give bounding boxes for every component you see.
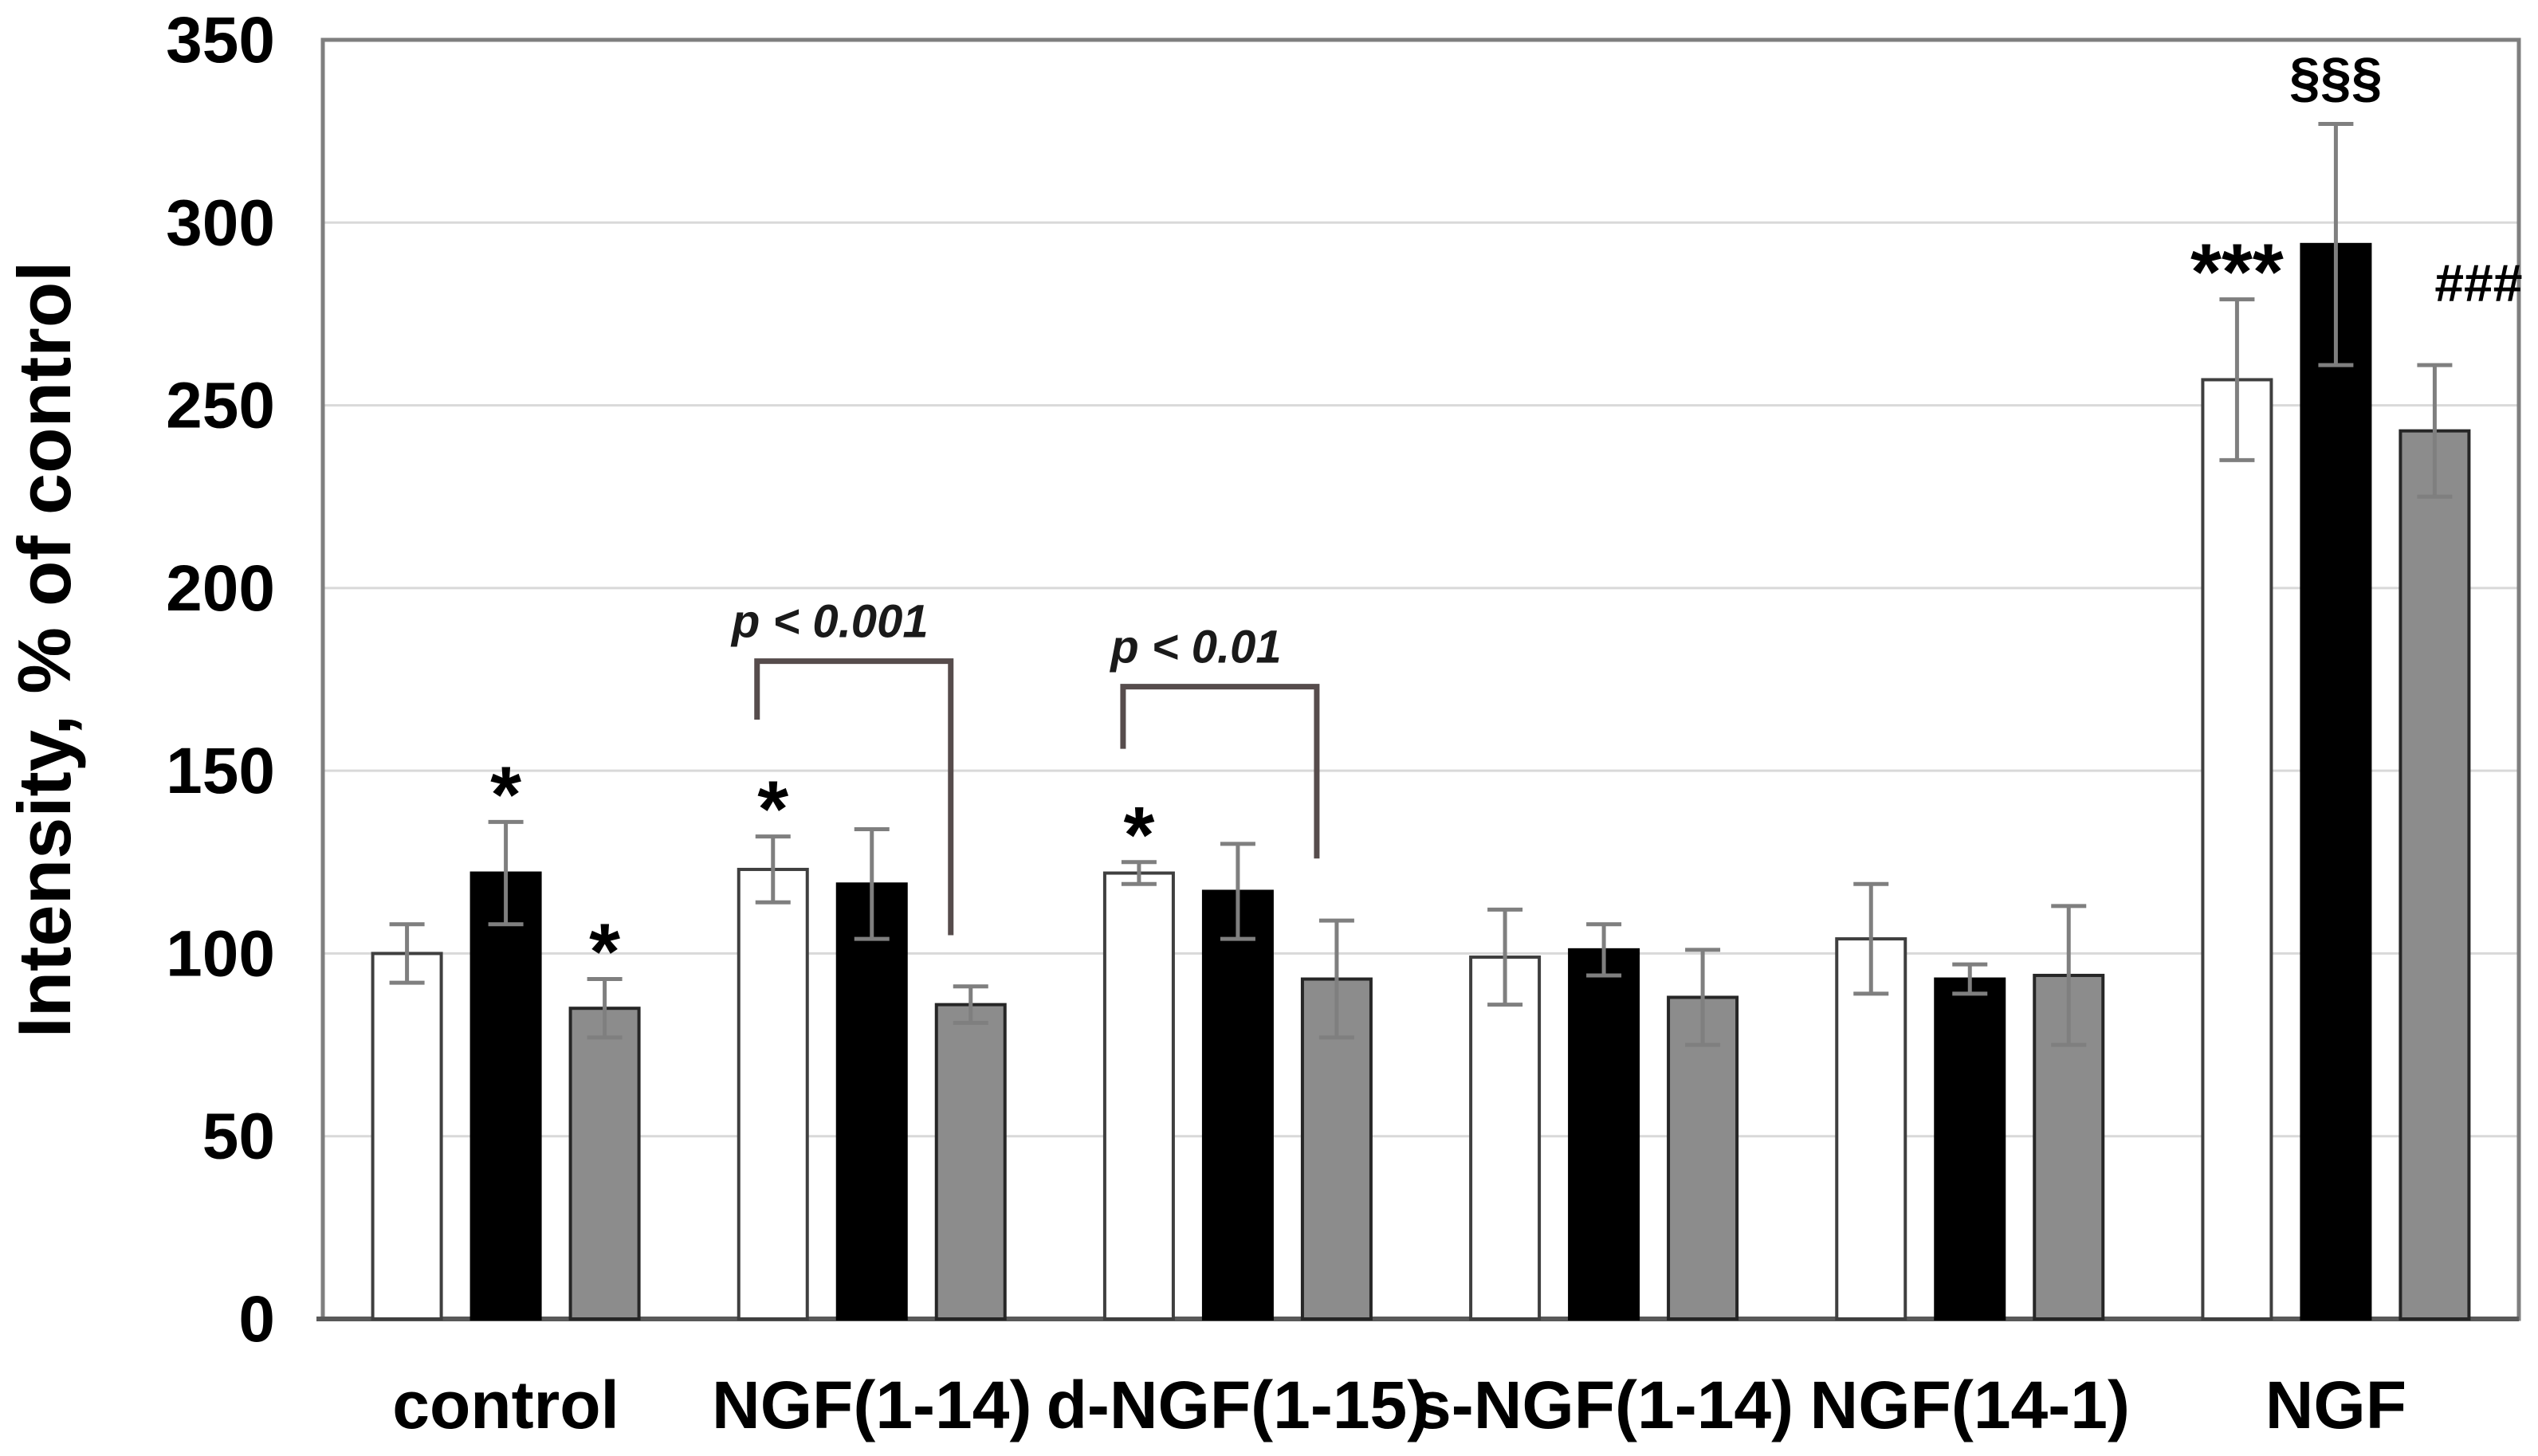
bar-control-gray <box>568 1007 641 1321</box>
y-axis-title: Intensity, % of control <box>2 261 86 1038</box>
errorbar-NGF(14-1)-gray <box>2051 904 2087 1047</box>
bar-NGF-white <box>2201 378 2273 1321</box>
bar-d-NGF(1-15)-black <box>1201 889 1274 1321</box>
errorbar-control-black <box>488 819 524 927</box>
bar-s-NGF(1-14)-black <box>1568 948 1640 1321</box>
mark-control-gray: * <box>589 908 620 997</box>
significance-brackets: p < 0.001 p < 0.01 <box>730 596 1320 936</box>
bracket-label-d-NGF(1-15): p < 0.01 <box>1109 622 1281 673</box>
errorbar-d-NGF(1-15)-black <box>1220 842 1255 941</box>
bar-control-black <box>469 871 542 1321</box>
significance-marks: * *****§§§*### <box>490 45 2522 996</box>
error-bars <box>389 121 2453 1047</box>
bracket-d-NGF(1-15) <box>1120 684 1320 859</box>
category-label-NGF(14-1): NGF(14-1) <box>1810 1368 2130 1442</box>
bar-d-NGF(1-15)-white <box>1102 871 1175 1321</box>
category-label-NGF(1-14): NGF(1-14) <box>712 1368 1031 1442</box>
mark-control-black: * <box>490 750 521 839</box>
errorbar-NGF(1-14)-black <box>854 827 890 941</box>
errorbar-s-NGF(1-14)-white <box>1487 907 1523 1007</box>
ytick-label-250: 250 <box>166 370 275 442</box>
errorbar-s-NGF(1-14)-gray <box>1685 948 1721 1047</box>
ytick-label-200: 200 <box>166 552 275 625</box>
errorbar-d-NGF(1-15)-white <box>1121 860 1157 886</box>
category-label-d-NGF(1-15): d-NGF(1-15) <box>1047 1368 1430 1442</box>
errorbar-NGF-black <box>2318 121 2354 367</box>
mark-NGF(1-14)-white: * <box>757 765 788 854</box>
mark-d-NGF(1-15)-white: * <box>1123 791 1154 880</box>
ytick-label-300: 300 <box>166 186 275 259</box>
errorbar-NGF(14-1)-black <box>1952 962 1988 996</box>
errorbar-s-NGF(1-14)-black <box>1586 922 1622 978</box>
bracket-label-NGF(1-14): p < 0.001 <box>730 596 929 648</box>
bars <box>371 242 2471 1321</box>
bar-NGF(14-1)-white <box>1835 937 1907 1321</box>
mark-NGF-black: §§§ <box>2289 45 2383 108</box>
category-label-control: control <box>392 1368 619 1442</box>
bar-NGF-gray <box>2399 429 2471 1321</box>
errorbar-control-white <box>389 922 425 985</box>
ytick-label-0: 0 <box>238 1283 275 1356</box>
y-axis-tick-labels: 0 50 100 150 200 250 300 350 <box>166 4 275 1356</box>
bar-NGF(1-14)-black <box>835 882 908 1321</box>
ytick-label-150: 150 <box>166 735 275 807</box>
ytick-label-350: 350 <box>166 4 275 77</box>
bar-NGF(1-14)-white <box>737 867 809 1321</box>
errorbar-NGF(1-14)-white <box>755 834 791 905</box>
plot-area-border <box>320 37 2521 1321</box>
errorbar-NGF(14-1)-white <box>1853 881 1889 996</box>
bracket-NGF(1-14) <box>754 658 954 936</box>
errorbar-d-NGF(1-15)-gray <box>1318 918 1354 1040</box>
mark-NGF-white: *** <box>2190 228 2284 317</box>
ytick-label-100: 100 <box>166 917 275 990</box>
bar-NGF(1-14)-gray <box>934 1003 1007 1321</box>
category-label-s-NGF(1-14): s-NGF(1-14) <box>1414 1368 1793 1442</box>
category-label-NGF: NGF <box>2265 1368 2406 1442</box>
bar-NGF-black <box>2300 242 2372 1321</box>
plot-border <box>316 37 2521 1321</box>
mark-NGF-gray: ### <box>2434 253 2522 312</box>
errorbar-NGF(1-14)-gray <box>953 984 988 1026</box>
bar-control-white <box>371 952 443 1321</box>
bar-NGF(14-1)-black <box>1934 977 2006 1321</box>
bar-s-NGF(1-14)-white <box>1469 956 1542 1321</box>
errorbar-NGF-white <box>2219 297 2255 462</box>
errorbar-NGF-gray <box>2417 363 2453 499</box>
x-axis-category-labels: control NGF(1-14) d-NGF(1-15)s-NGF(1-14) NG… <box>392 1368 2406 1442</box>
errorbar-control-gray <box>587 977 623 1040</box>
ytick-label-50: 50 <box>202 1101 275 1173</box>
bar-s-NGF(1-14)-gray <box>1667 995 1739 1321</box>
gridlines <box>323 221 2519 1138</box>
